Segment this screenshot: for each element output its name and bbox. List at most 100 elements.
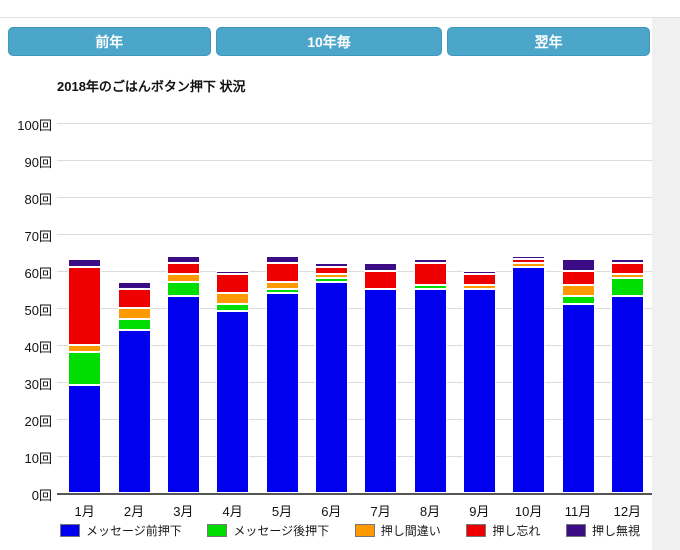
bar-segment-押し忘れ-12月: [610, 263, 644, 275]
top-divider: [0, 0, 680, 18]
x-axis-label: 5月: [271, 503, 293, 519]
legend-swatch: [565, 524, 586, 537]
bar-segment-メッセージ前押下-2月: [117, 329, 151, 493]
legend-label: メッセージ前押下: [86, 524, 182, 538]
bar-segment-メッセージ前押下-6月: [314, 281, 348, 493]
bar-segment-メッセージ前押下-11月: [561, 303, 595, 493]
gridline: [57, 455, 652, 457]
bar-segment-押し間違い-6月: [314, 274, 348, 278]
legend-label: 押し間違い: [380, 524, 441, 538]
next-year-button[interactable]: 翌年: [447, 27, 650, 56]
bar-segment-押し無視-1月: [68, 259, 102, 267]
legend-swatch: [466, 524, 487, 537]
x-axis-label: 8月: [419, 503, 441, 519]
bar-segment-押し忘れ-11月: [561, 270, 595, 286]
legend-label: メッセージ後押下: [233, 524, 330, 538]
y-tick-label: 10回: [24, 450, 52, 466]
legend-swatch: [60, 524, 80, 537]
prev-year-button[interactable]: 前年: [8, 27, 211, 56]
x-axis-label: 7月: [370, 503, 391, 519]
legend-item: 押し忘れ: [466, 522, 540, 539]
bar-segment-メッセージ後押下-2月: [117, 318, 151, 330]
chart-title: 2018年のごはんボタン押下 状況: [57, 79, 246, 94]
legend-label: 押し忘れ: [492, 524, 541, 538]
bar-segment-押し忘れ-4月: [216, 274, 250, 293]
bar-segment-メッセージ後押下-6月: [314, 277, 348, 282]
bar-segment-メッセージ前押下-12月: [610, 296, 644, 493]
y-tick-label: 50回: [24, 302, 52, 318]
bar-segment-押し間違い-12月: [610, 274, 644, 278]
bar-segment-押し無視-9月: [462, 270, 496, 275]
bar-segment-メッセージ後押下-4月: [216, 303, 250, 312]
legend-item: メッセージ後押下: [207, 522, 329, 539]
bar-segment-押し間違い-11月: [561, 285, 595, 297]
legend-swatch: [207, 524, 228, 537]
bar-segment-押し無視-3月: [166, 255, 200, 264]
bar-segment-押し忘れ-5月: [265, 263, 299, 282]
gridline: [57, 196, 652, 198]
bar-segment-メッセージ後押下-11月: [561, 296, 595, 304]
bar-segment-押し無視-12月: [610, 259, 644, 264]
bar-segment-押し間違い-4月: [216, 292, 250, 304]
year-nav-toolbar: 前年 10年毎 翌年: [8, 27, 650, 56]
bar-segment-メッセージ前押下-8月: [413, 289, 447, 493]
bar-segment-押し無視-5月: [265, 255, 299, 264]
y-tick-label: 100回: [17, 117, 52, 133]
gridline: [57, 122, 652, 124]
bar-segment-押し忘れ-10月: [512, 259, 546, 264]
bar-segment-押し無視-8月: [413, 259, 447, 264]
bar-column-3月: [166, 255, 200, 493]
x-axis-label: 3月: [173, 503, 194, 519]
bar-column-10月: [512, 255, 546, 493]
bar-segment-メッセージ後押下-5月: [265, 289, 299, 293]
gridline: [57, 233, 652, 235]
legend-item: メッセージ前押下: [60, 522, 182, 539]
bar-column-4月: [216, 270, 250, 493]
decade-view-button[interactable]: 10年毎: [215, 27, 443, 56]
x-axis-label: 9月: [469, 503, 490, 519]
bar-segment-メッセージ前押下-10月: [512, 266, 546, 493]
bar-segment-メッセージ後押下-8月: [413, 285, 447, 289]
bar-column-7月: [364, 263, 398, 493]
y-tick-label: 20回: [24, 413, 52, 429]
bar-column-5月: [265, 255, 299, 493]
bar-segment-押し忘れ-3月: [166, 263, 200, 275]
gridline: [57, 270, 652, 272]
y-tick-label: 60回: [24, 265, 52, 281]
bar-segment-メッセージ前押下-4月: [216, 311, 250, 493]
bar-segment-押し間違い-3月: [166, 274, 200, 282]
page-right-gutter: [652, 18, 680, 550]
gridline: [57, 418, 652, 420]
x-axis-label: 12月: [613, 503, 642, 519]
gridline: [57, 159, 652, 161]
bar-segment-押し間違い-9月: [462, 285, 496, 289]
bar-column-8月: [413, 259, 447, 493]
bar-segment-押し間違い-1月: [68, 344, 102, 352]
bar-segment-押し無視-7月: [364, 263, 398, 271]
y-tick-label: 90回: [24, 154, 52, 170]
bar-segment-押し無視-10月: [512, 255, 546, 260]
bar-column-2月: [117, 281, 151, 493]
y-tick-label: 0回: [31, 487, 52, 503]
legend-item: 押し間違い: [354, 522, 441, 539]
bar-segment-メッセージ前押下-3月: [166, 296, 200, 493]
legend-label: 押し無視: [591, 524, 640, 538]
y-tick-label: 80回: [24, 191, 52, 207]
bar-column-11月: [561, 259, 595, 493]
bar-column-9月: [462, 270, 496, 493]
y-tick-label: 40回: [24, 339, 52, 355]
bar-segment-メッセージ後押下-3月: [166, 281, 200, 297]
bar-segment-押し間違い-5月: [265, 281, 299, 290]
x-axis-label: 2月: [123, 503, 145, 519]
chart-area: 2018年のごはんボタン押下 状況 0回 10回 20回 30回 40回 50回 60回 70…: [0, 58, 652, 550]
bar-segment-メッセージ前押下-9月: [462, 289, 496, 493]
bar-segment-押し忘れ-7月: [364, 270, 398, 289]
x-axis-label: 10月: [514, 503, 543, 519]
bar-segment-押し無視-2月: [117, 281, 151, 290]
bar-segment-メッセージ前押下-1月: [68, 385, 102, 493]
x-axis-label: 11月: [564, 503, 592, 519]
x-axis-label: 4月: [222, 503, 243, 519]
x-axis-label: 1月: [74, 503, 95, 519]
bar-segment-メッセージ後押下-12月: [610, 277, 644, 297]
legend-swatch: [354, 524, 375, 537]
